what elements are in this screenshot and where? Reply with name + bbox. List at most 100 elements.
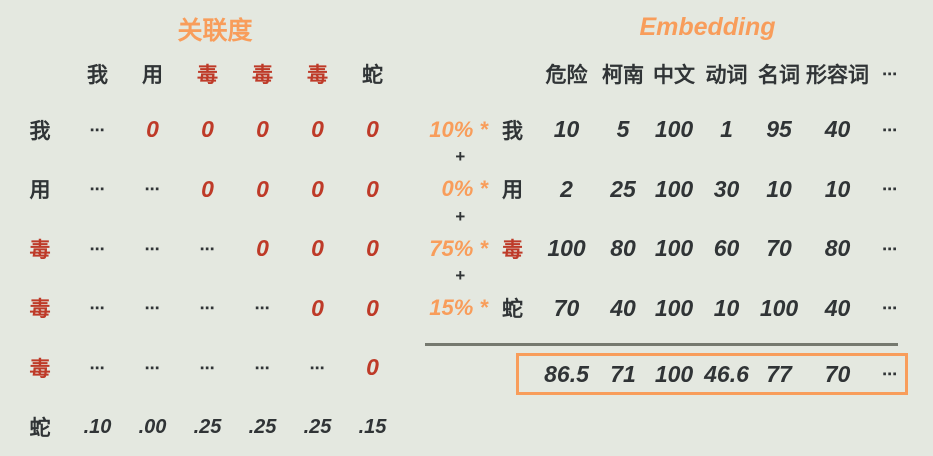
table-cell: 70: [766, 235, 792, 262]
column-header: 动词: [705, 64, 748, 87]
column-header: 中文: [653, 64, 695, 87]
row-label: 我: [502, 119, 523, 143]
sum-cell: 71: [610, 360, 636, 387]
sum-cell: 100: [654, 360, 694, 387]
sum-cell: 77: [766, 360, 792, 387]
table-cell: 100: [654, 294, 694, 321]
table-cell: 5: [616, 116, 630, 143]
table-cell: 100: [547, 235, 586, 262]
table-cell: 0: [311, 116, 324, 143]
table-cell: 0: [366, 354, 379, 381]
table-cell: 0: [366, 235, 379, 262]
table-cell: 80: [610, 235, 636, 262]
sum-divider-line: [425, 343, 898, 346]
table-cell: ⋯: [254, 300, 271, 318]
plus-operator: +: [455, 266, 465, 285]
table-cell: 10: [713, 294, 740, 321]
table-cell: ⋯: [882, 300, 898, 318]
column-header: 毒: [197, 64, 218, 87]
table-cell: 100: [654, 175, 694, 202]
sum-cell: 46.6: [704, 360, 749, 387]
row-label: 毒: [29, 298, 51, 322]
table-cell: 10: [553, 116, 580, 143]
table-cell: 0: [256, 235, 269, 262]
table-cell: 0: [366, 116, 379, 143]
table-cell: 2: [560, 175, 573, 202]
embedding-table: 危险 柯南 中文 动词 名词 形容词 ⋯ 10% * 我 10 5 100 1 95 40 ⋯ 0% * 用 2 25…: [429, 48, 910, 338]
table-cell: ⋯: [882, 121, 898, 139]
table-cell: 1: [720, 116, 733, 143]
table-cell: .10: [83, 415, 112, 438]
embedding-table-title: Embedding: [639, 13, 776, 41]
column-header: 用: [142, 64, 163, 87]
table-cell: 80: [824, 235, 851, 262]
plus-operator: +: [455, 207, 465, 226]
table-cell: ⋯: [89, 359, 106, 377]
column-header: 毒: [252, 64, 273, 87]
table-cell: ⋯: [882, 240, 898, 258]
column-header: ⋯: [882, 66, 898, 83]
row-label: 毒: [502, 238, 523, 262]
row-label: 蛇: [502, 298, 523, 322]
row-label: 毒: [29, 357, 51, 381]
table-cell: .25: [248, 415, 277, 438]
column-header: 危险: [545, 64, 588, 87]
row-label: 蛇: [29, 417, 51, 441]
table-cell: ⋯: [199, 240, 216, 258]
table-cell: 30: [713, 175, 740, 202]
table-cell: ⋯: [199, 359, 216, 377]
table-cell: 100: [759, 294, 799, 321]
table-cell: 40: [824, 116, 851, 143]
table-cell: 0: [146, 116, 159, 143]
column-header: 形容词: [806, 64, 869, 87]
row-label: 用: [502, 179, 523, 203]
column-header: 名词: [758, 64, 800, 87]
table-cell: 10: [824, 175, 851, 202]
table-cell: 10: [766, 175, 792, 202]
table-cell: 40: [610, 294, 636, 321]
column-header: 蛇: [362, 64, 383, 87]
table-cell: ⋯: [254, 359, 271, 377]
table-cell: ⋯: [89, 300, 106, 318]
table-cell: ⋯: [89, 181, 106, 199]
weighted-sum-row: 86.5 71 100 46.6 77 70 ⋯: [535, 356, 910, 392]
table-cell: 0: [201, 116, 214, 143]
table-cell: .25: [303, 415, 332, 438]
sum-cell: 86.5: [544, 360, 589, 387]
relevance-matrix: 我用毒毒毒蛇我 ⋯ 0 0 0 0 0 用 ⋯ ⋯ 0 0 0 0 毒 ⋯ ⋯ ⋯ 0 0 0 毒 ⋯ ⋯ ⋯ ⋯ 0 0 毒 ⋯ ⋯ ⋯ ⋯ ⋯…: [10, 48, 400, 456]
sum-cell: ⋯: [882, 366, 898, 383]
table-cell: 100: [654, 116, 694, 143]
table-cell: ⋯: [89, 121, 106, 139]
table-cell: 0: [256, 175, 269, 202]
table-cell: 25: [610, 175, 636, 202]
table-cell: 0: [366, 294, 379, 321]
plus-operator: +: [455, 147, 465, 166]
table-cell: .25: [193, 415, 222, 438]
row-label: 用: [29, 179, 51, 203]
table-cell: 60: [713, 235, 740, 262]
table-cell: ⋯: [144, 181, 161, 199]
attention-weight-label: 10% *: [429, 116, 488, 142]
table-cell: ⋯: [144, 300, 161, 318]
table-cell: .00: [138, 415, 167, 438]
table-cell: ⋯: [144, 359, 161, 377]
attention-weight-label: 15% *: [429, 295, 488, 321]
table-cell: ⋯: [89, 240, 106, 258]
row-label: 我: [29, 119, 51, 143]
weighted-sum-box: 86.5 71 100 46.6 77 70 ⋯: [516, 353, 908, 395]
attention-weight-label: 75% *: [429, 235, 488, 261]
row-label: 毒: [29, 238, 51, 262]
table-cell: 0: [201, 175, 214, 202]
table-cell: 0: [311, 175, 324, 202]
column-header: 我: [87, 64, 108, 87]
sum-cell: 70: [824, 360, 851, 387]
table-cell: 0: [311, 294, 324, 321]
table-cell: 0: [311, 235, 324, 262]
relevance-table-title: 关联度: [177, 17, 253, 45]
table-cell: ⋯: [309, 359, 326, 377]
table-cell: ⋯: [144, 240, 161, 258]
table-cell: ⋯: [882, 181, 898, 199]
table-cell: .15: [358, 415, 387, 438]
table-cell: 70: [553, 294, 580, 321]
